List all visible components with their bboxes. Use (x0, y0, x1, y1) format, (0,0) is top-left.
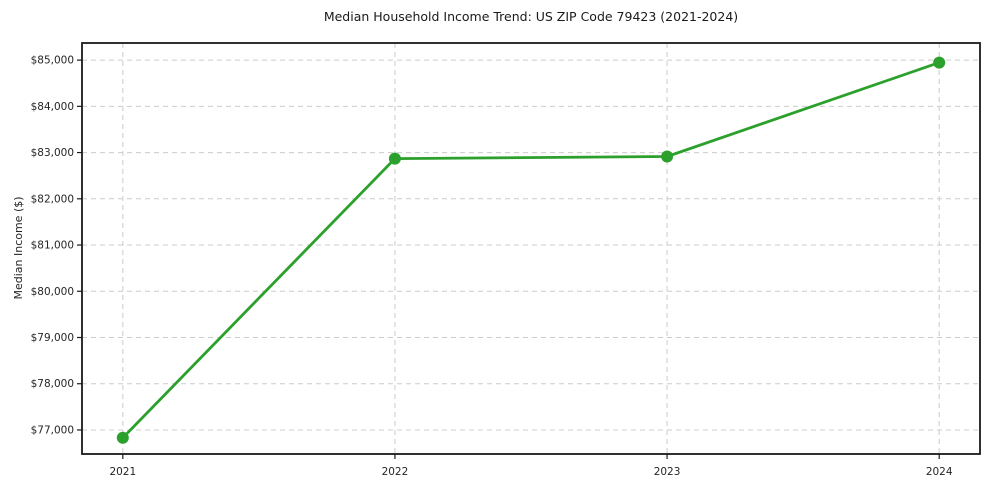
y-axis-label: Median Income ($) (12, 196, 25, 299)
x-tick-label: 2023 (654, 466, 681, 478)
y-tick-label: $85,000 (31, 55, 74, 67)
data-point-2021 (116, 431, 129, 444)
y-tick-label: $78,000 (31, 378, 74, 390)
y-tick-label: $80,000 (31, 286, 74, 298)
y-tick-label: $84,000 (31, 101, 74, 113)
y-tick-label: $79,000 (31, 332, 74, 344)
data-point-2022 (388, 152, 401, 165)
x-tick-label: 2024 (926, 466, 953, 478)
data-point-2024 (933, 56, 946, 69)
y-tick-label: $82,000 (31, 193, 74, 205)
trend-line (121, 61, 941, 440)
data-layer (116, 56, 946, 444)
y-tick-label: $81,000 (31, 240, 74, 252)
x-tick-label: 2022 (382, 466, 409, 478)
x-tick-label: 2021 (109, 466, 136, 478)
chart-title: Median Household Income Trend: US ZIP Co… (324, 9, 738, 24)
data-point-2023 (661, 150, 674, 163)
axis-layer: $77,000 $78,000 $79,000 $80,000 $81,000 $82,0… (31, 55, 953, 478)
y-tick-label: $83,000 (31, 147, 74, 159)
plot-frame (81, 42, 981, 455)
grid-layer (82, 43, 980, 454)
y-tick-label: $77,000 (31, 424, 74, 436)
